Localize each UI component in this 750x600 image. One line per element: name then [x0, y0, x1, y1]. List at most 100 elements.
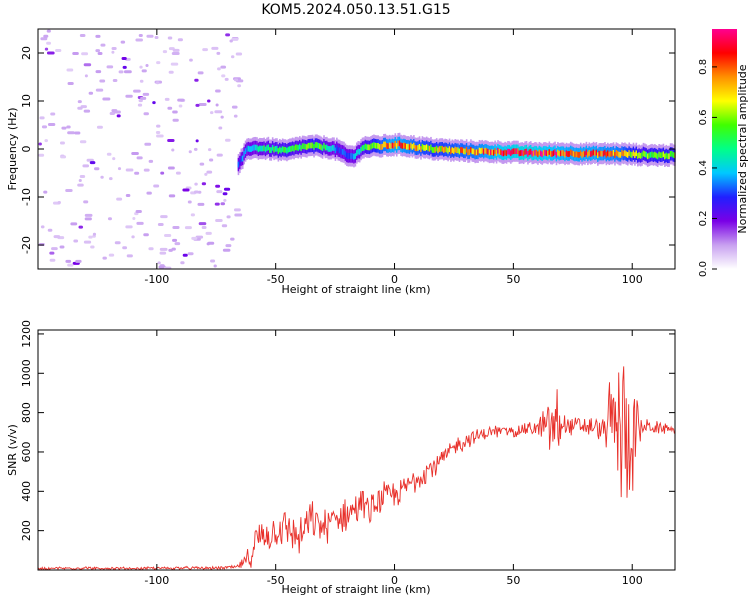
noise-cell: [142, 92, 150, 96]
noise-cell: [215, 219, 223, 223]
noise-cell: [187, 200, 192, 204]
ridge-core: [575, 151, 578, 158]
ridge-core: [500, 149, 502, 155]
noise-cell: [50, 112, 56, 116]
noise-cell: [97, 51, 103, 55]
noise-cell: [233, 78, 239, 82]
ridge-core: [298, 143, 301, 150]
ridge-core: [251, 145, 254, 152]
ridge-core: [598, 150, 601, 157]
ridge-core: [518, 150, 521, 157]
ridge-core: [247, 145, 250, 152]
ridge-core: [565, 150, 568, 157]
noise-cell: [84, 74, 88, 78]
noise-cell: [158, 265, 166, 269]
ridge-core: [333, 145, 335, 151]
ridge-core: [591, 150, 593, 157]
ridge-core: [434, 146, 437, 153]
ridge-core: [291, 145, 294, 151]
noise-cell: [221, 74, 226, 78]
noise-cell: [112, 157, 116, 161]
ridge-core: [404, 143, 407, 149]
ridge-core: [454, 146, 457, 153]
noise-cell: [134, 171, 140, 175]
ridge-core: [659, 152, 662, 159]
ridge-core: [646, 153, 649, 160]
ridge-core: [261, 145, 264, 152]
noise-cell: [117, 167, 122, 171]
ridge-core: [622, 150, 625, 157]
ridge-core: [498, 148, 501, 155]
noise-cell: [132, 216, 136, 220]
noise-cell: [194, 182, 198, 186]
x-tick-label: 50: [506, 574, 520, 587]
ridge-core: [615, 150, 618, 156]
noise-cell: [84, 213, 93, 217]
ridge-core: [263, 145, 265, 152]
noise-cell: [187, 252, 194, 256]
ridge-core: [447, 147, 449, 154]
ridge-core: [485, 148, 488, 154]
ridge-core: [508, 148, 511, 155]
ridge-core: [341, 148, 344, 155]
noise-cell: [114, 241, 121, 245]
ridge-core: [321, 145, 324, 152]
noise-cell: [168, 70, 174, 74]
ridge-core: [314, 142, 317, 148]
ridge-core: [636, 153, 639, 159]
ridge-core: [398, 140, 401, 147]
ridge-core: [608, 151, 611, 158]
ridge-core: [336, 145, 338, 152]
ridge-core: [588, 150, 591, 156]
ridge-core: [310, 142, 312, 149]
noise-cell: [209, 111, 214, 115]
ridge-core: [662, 151, 665, 158]
x-tick-label: -100: [144, 574, 169, 587]
noise-cell: [199, 162, 205, 166]
noise-cell: [216, 51, 221, 55]
noise-cell: [220, 115, 224, 119]
ridge-core: [549, 150, 552, 157]
ridge-core: [494, 148, 496, 155]
y-tick-label: -20: [20, 236, 33, 254]
ridge-core: [599, 150, 602, 157]
ridge-core: [539, 150, 542, 157]
ridge-core: [517, 148, 519, 155]
ridge-core: [555, 151, 558, 158]
noise-cell: [214, 110, 223, 114]
snr-y-ticks: 200 400 600 800 1000 1200: [20, 320, 675, 541]
ridge-core: [587, 151, 589, 158]
ridge-core: [405, 143, 408, 150]
ridge-core: [440, 145, 442, 152]
noise-cell: [154, 36, 159, 40]
noise-cell: [160, 215, 168, 219]
noise-cell: [83, 240, 92, 244]
noise-cell: [197, 71, 204, 75]
ridge-core: [548, 149, 551, 155]
noise-cell: [116, 114, 121, 118]
noise-cell: [112, 78, 118, 82]
ridge-core: [558, 150, 561, 157]
noise-cell: [125, 225, 133, 229]
noise-cell: [138, 99, 143, 103]
ridge-core: [381, 143, 384, 150]
noise-cell: [79, 34, 86, 38]
noise-cell: [122, 246, 128, 250]
ridge-core: [407, 143, 409, 150]
ridge-core: [331, 145, 334, 151]
ridge-core: [397, 140, 399, 147]
ridge-core: [624, 150, 626, 156]
noise-cell: [167, 36, 173, 40]
noise-cell: [73, 239, 79, 243]
ridge-core: [617, 150, 619, 157]
noise-cells: [38, 29, 244, 270]
ridge-core: [484, 147, 486, 154]
ridge-core: [350, 153, 352, 159]
ridge-core: [326, 144, 328, 151]
noise-cell: [159, 251, 167, 255]
colorbar-gradient: [712, 29, 737, 269]
ridge-core: [401, 143, 404, 149]
noise-cell: [44, 139, 48, 143]
noise-cell: [225, 33, 231, 37]
ridge-core: [631, 152, 633, 158]
